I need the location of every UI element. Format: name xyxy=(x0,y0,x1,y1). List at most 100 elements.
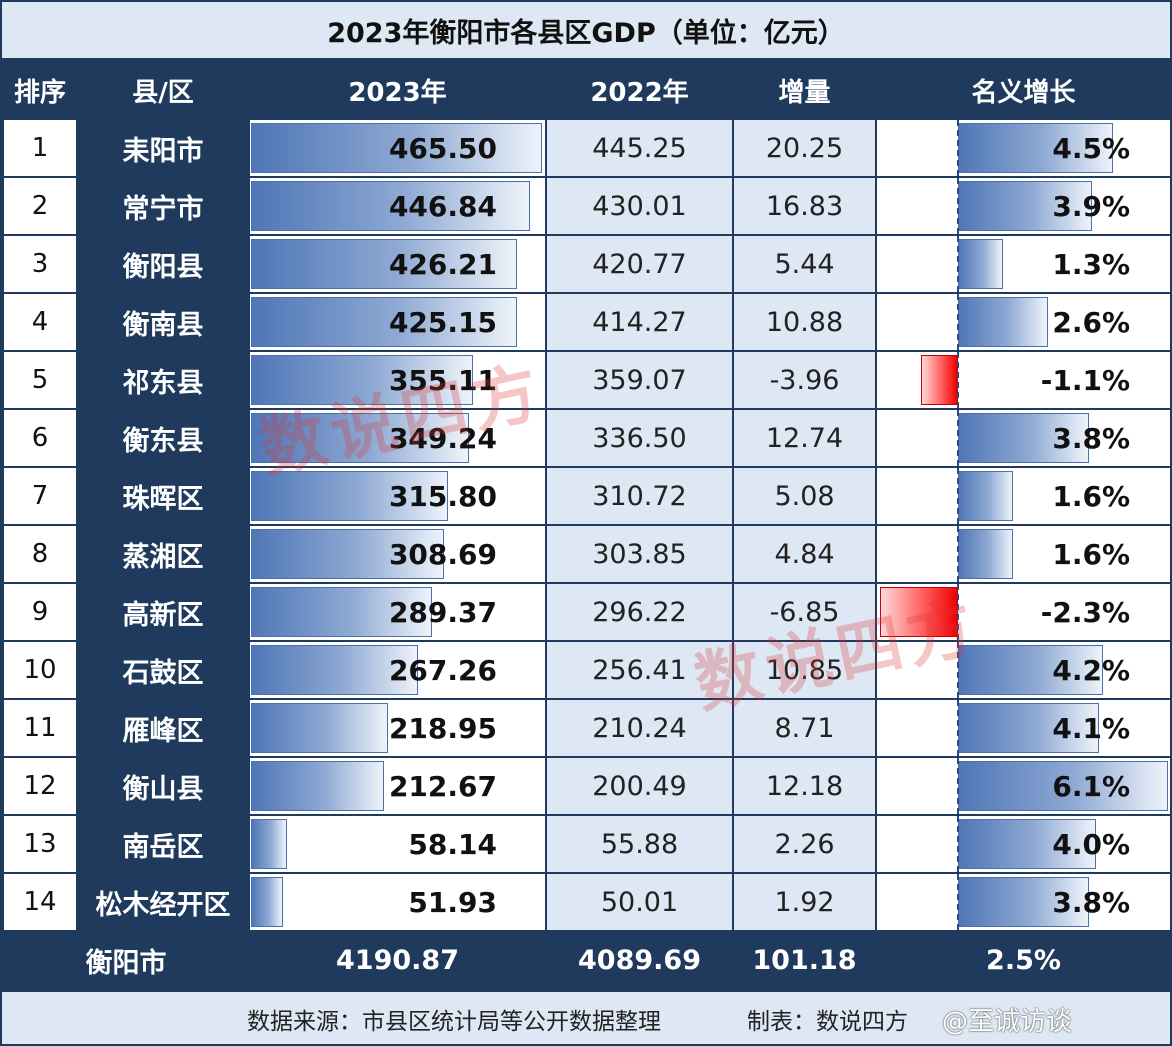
gdp-2022-cell: 414.27 xyxy=(545,292,734,352)
county-name: 珠晖区 xyxy=(76,466,250,526)
growth-cell: 3.8% xyxy=(875,872,1172,932)
table-row: 3 衡阳县 426.21 420.77 5.44 1.3% xyxy=(2,234,1172,294)
growth-axis xyxy=(957,237,959,291)
total-row: 衡阳市 4190.87 4089.69 101.18 2.5% xyxy=(2,930,1172,990)
growth-axis xyxy=(957,585,959,639)
growth-cell: 4.0% xyxy=(875,814,1172,874)
rank-cell: 1 xyxy=(2,118,78,178)
increase-cell: 5.44 xyxy=(732,234,877,294)
growth-cell: 1.3% xyxy=(875,234,1172,294)
header-rank: 排序 xyxy=(2,60,78,120)
growth-axis xyxy=(957,527,959,581)
growth-cell: 1.6% xyxy=(875,466,1172,526)
gdp-bar xyxy=(251,703,388,753)
growth-axis xyxy=(957,759,959,813)
gdp-2023-cell: 51.93 xyxy=(248,872,547,932)
gdp-bar xyxy=(251,877,284,927)
gdp-bar xyxy=(251,123,542,173)
county-name: 耒阳市 xyxy=(76,118,250,178)
total-2023: 4190.87 xyxy=(248,930,547,990)
gdp-2022-cell: 445.25 xyxy=(545,118,734,178)
growth-axis xyxy=(957,353,959,407)
growth-axis xyxy=(957,295,959,349)
growth-value: 4.1% xyxy=(1052,711,1130,745)
growth-bar-positive xyxy=(958,123,1113,173)
increase-cell: 8.71 xyxy=(732,698,877,758)
growth-cell: 2.6% xyxy=(875,292,1172,352)
county-name: 南岳区 xyxy=(76,814,250,874)
growth-value: 4.0% xyxy=(1052,827,1130,861)
growth-axis xyxy=(957,411,959,465)
corner-watermark: @至诚访谈 xyxy=(942,1006,1073,1037)
growth-value: 6.1% xyxy=(1052,769,1130,803)
gdp-2023-value: 218.95 xyxy=(388,711,497,745)
growth-cell: -1.1% xyxy=(875,350,1172,410)
gdp-2023-cell: 355.11 xyxy=(248,350,547,410)
gdp-2023-value: 308.69 xyxy=(388,537,497,571)
county-name: 石鼓区 xyxy=(76,640,250,700)
county-name: 高新区 xyxy=(76,582,250,642)
gdp-bar xyxy=(251,819,288,869)
county-name: 常宁市 xyxy=(76,176,250,236)
gdp-2023-value: 425.15 xyxy=(388,305,497,339)
growth-axis xyxy=(957,875,959,929)
gdp-bar xyxy=(251,181,531,231)
gdp-2022-cell: 296.22 xyxy=(545,582,734,642)
gdp-2023-value: 426.21 xyxy=(388,247,497,281)
gdp-2023-cell: 267.26 xyxy=(248,640,547,700)
table-footer: 数据来源：市县区统计局等公开数据整理 制表：数说四方 @至诚访谈 xyxy=(2,990,1170,1044)
growth-axis xyxy=(957,817,959,871)
gdp-bar xyxy=(251,587,432,637)
gdp-table: 排序 县/区 2023年 2022年 增量 名义增长 1 耒阳市 465.50 445… xyxy=(2,60,1172,990)
total-name: 衡阳市 xyxy=(2,930,250,990)
table-row: 10 石鼓区 267.26 256.41 10.85 4.2% xyxy=(2,640,1172,700)
county-name: 松木经开区 xyxy=(76,872,250,932)
gdp-2023-value: 289.37 xyxy=(388,595,497,629)
county-name: 衡南县 xyxy=(76,292,250,352)
gdp-2023-value: 465.50 xyxy=(388,131,497,165)
gdp-bar xyxy=(251,297,517,347)
gdp-2023-value: 355.11 xyxy=(388,363,497,397)
growth-value: 1.6% xyxy=(1052,537,1130,571)
rank-cell: 12 xyxy=(2,756,78,816)
rank-cell: 8 xyxy=(2,524,78,584)
growth-value: 2.6% xyxy=(1052,305,1130,339)
increase-cell: -3.96 xyxy=(732,350,877,410)
gdp-bar xyxy=(251,645,419,695)
gdp-2023-value: 51.93 xyxy=(408,885,497,919)
growth-cell: 4.2% xyxy=(875,640,1172,700)
rank-cell: 6 xyxy=(2,408,78,468)
growth-value: 1.6% xyxy=(1052,479,1130,513)
gdp-bar xyxy=(251,413,470,463)
gdp-bar xyxy=(251,355,473,405)
gdp-2023-cell: 425.15 xyxy=(248,292,547,352)
gdp-2022-cell: 359.07 xyxy=(545,350,734,410)
increase-cell: 2.26 xyxy=(732,814,877,874)
table-row: 5 祁东县 355.11 359.07 -3.96 -1.1% xyxy=(2,350,1172,410)
increase-cell: 4.84 xyxy=(732,524,877,584)
growth-cell: 6.1% xyxy=(875,756,1172,816)
gdp-2023-cell: 212.67 xyxy=(248,756,547,816)
gdp-2023-cell: 465.50 xyxy=(248,118,547,178)
gdp-2022-cell: 310.72 xyxy=(545,466,734,526)
increase-cell: 20.25 xyxy=(732,118,877,178)
gdp-2022-cell: 336.50 xyxy=(545,408,734,468)
table-row: 1 耒阳市 465.50 445.25 20.25 4.5% xyxy=(2,118,1172,178)
gdp-2023-cell: 315.80 xyxy=(248,466,547,526)
growth-bar-positive xyxy=(958,877,1089,927)
table-row: 11 雁峰区 218.95 210.24 8.71 4.1% xyxy=(2,698,1172,758)
growth-value: 3.8% xyxy=(1052,421,1130,455)
increase-cell: 10.85 xyxy=(732,640,877,700)
growth-value: -2.3% xyxy=(1040,595,1130,629)
gdp-2023-cell: 289.37 xyxy=(248,582,547,642)
growth-cell: 4.5% xyxy=(875,118,1172,178)
header-2023: 2023年 xyxy=(248,60,547,120)
county-name: 衡山县 xyxy=(76,756,250,816)
rank-cell: 7 xyxy=(2,466,78,526)
rank-cell: 2 xyxy=(2,176,78,236)
rank-cell: 4 xyxy=(2,292,78,352)
growth-bar-positive xyxy=(958,297,1048,347)
growth-bar-positive xyxy=(958,239,1003,289)
county-name: 蒸湘区 xyxy=(76,524,250,584)
gdp-2023-cell: 218.95 xyxy=(248,698,547,758)
